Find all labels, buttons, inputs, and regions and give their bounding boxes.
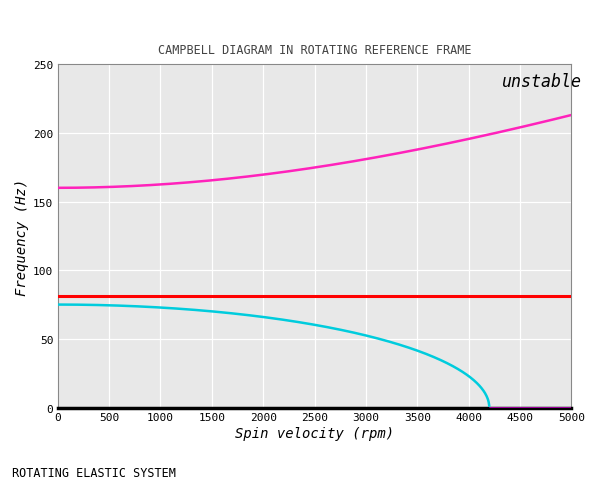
X-axis label: Spin velocity (rpm): Spin velocity (rpm) [235, 426, 394, 440]
Text: unstable: unstable [502, 73, 582, 91]
Text: ROTATING ELASTIC SYSTEM: ROTATING ELASTIC SYSTEM [12, 466, 176, 479]
Y-axis label: Frequency (Hz): Frequency (Hz) [15, 178, 29, 295]
Title: CAMPBELL DIAGRAM IN ROTATING REFERENCE FRAME: CAMPBELL DIAGRAM IN ROTATING REFERENCE F… [158, 44, 471, 57]
